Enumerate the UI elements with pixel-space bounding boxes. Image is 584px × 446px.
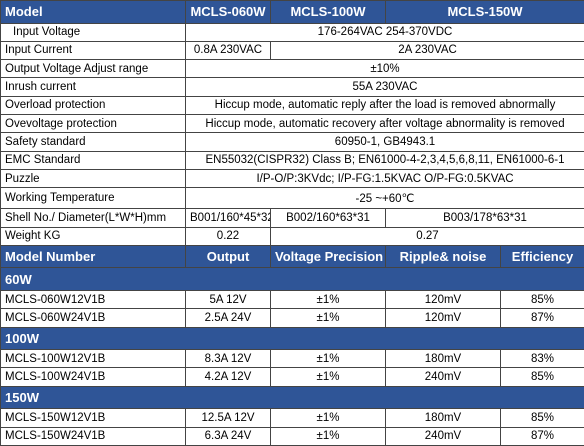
spec-value: B003/178*63*31 [385, 208, 584, 228]
product-cell: 4.2A 12V [185, 367, 271, 387]
product-cell: 8.3A 12V [185, 349, 271, 369]
spec-value: 0.8A 230VAC [185, 40, 271, 61]
spec-label: Ovevoltage protection [0, 114, 186, 134]
product-cell: 5A 12V [185, 289, 271, 310]
spec-label: Inrush current [0, 77, 186, 97]
product-cell: ±1% [270, 367, 386, 387]
product-row: MCLS-060W24V1B 2.5A 24V ±1% 120mV 87% [0, 308, 584, 328]
product-cell: 2.5A 24V [185, 308, 271, 328]
group-row: 60W [0, 267, 584, 291]
product-cell: 240mV [385, 367, 501, 387]
spec-value: Hiccup mode, automatic reply after the l… [185, 95, 584, 116]
header-cell: Model Number [0, 244, 186, 269]
product-cell: 180mV [385, 408, 501, 428]
product-cell: 6.3A 24V [185, 426, 271, 446]
group-name: 150W [0, 385, 584, 410]
spec-row: Inrush current 55A 230VAC [0, 77, 584, 97]
spec-value: 60950-1, GB4943.1 [185, 132, 584, 152]
spec-value: EN55032(CISPR32) Class B; EN61000-4-2,3,… [185, 150, 584, 170]
product-row: MCLS-060W12V1B 5A 12V ±1% 120mV 85% [0, 289, 584, 310]
product-cell: ±1% [270, 308, 386, 328]
header-cell: MCLS-060W [185, 0, 271, 24]
spec-value: 176-264VAC 254-370VDC [185, 22, 584, 42]
product-cell: 87% [500, 308, 584, 328]
product-cell: 83% [500, 349, 584, 369]
product-cell: MCLS-100W24V1B [0, 367, 186, 387]
product-cell: MCLS-100W12V1B [0, 349, 186, 369]
header-cell: Efficiency [500, 244, 584, 269]
spec-row: Weight KG 0.22 0.27 [0, 226, 584, 246]
spec-value: ±10% [185, 59, 584, 79]
header-cell: MCLS-100W [270, 0, 386, 24]
product-cell: MCLS-060W12V1B [0, 289, 186, 310]
spec-value: B002/160*63*31 [270, 208, 386, 228]
product-cell: ±1% [270, 289, 386, 310]
spec-value: Hiccup mode, automatic recovery after vo… [185, 114, 584, 134]
spec-value: 2A 230VAC [270, 40, 584, 61]
spec-label: Input Voltage [0, 22, 186, 42]
group-name: 100W [0, 326, 584, 351]
header-cell: Voltage Precision [270, 244, 386, 269]
product-row: MCLS-100W24V1B 4.2A 12V ±1% 240mV 85% [0, 367, 584, 387]
spec-row: Input Voltage 176-264VAC 254-370VDC [0, 22, 584, 42]
spec-label: EMC Standard [0, 150, 186, 170]
spec-row: Input Current 0.8A 230VAC 2A 230VAC [0, 40, 584, 61]
spec-row: EMC Standard EN55032(CISPR32) Class B; EN… [0, 150, 584, 170]
header-cell: Ripple& noise [385, 244, 501, 269]
spec-value: 55A 230VAC [185, 77, 584, 97]
product-header-row: Model Number Output Voltage Precision Rippl… [0, 244, 584, 269]
header-cell: Model [0, 0, 186, 24]
product-cell: MCLS-150W12V1B [0, 408, 186, 428]
product-cell: 240mV [385, 426, 501, 446]
spec-value: B001/160*45*32 [185, 208, 271, 228]
product-cell: 85% [500, 408, 584, 428]
spec-label: Weight KG [0, 226, 186, 246]
spec-value: 0.27 [270, 226, 584, 246]
group-row: 150W [0, 385, 584, 410]
header-cell: Output [185, 244, 271, 269]
spec-row: Ovevoltage protection Hiccup mode, automa… [0, 114, 584, 134]
product-cell: 12.5A 12V [185, 408, 271, 428]
spec-label: Safety standard [0, 132, 186, 152]
spec-label: Overload protection [0, 95, 186, 116]
product-cell: 180mV [385, 349, 501, 369]
product-row: MCLS-150W12V1B 12.5A 12V ±1% 180mV 85% [0, 408, 584, 428]
header-cell: MCLS-150W [385, 0, 584, 24]
spec-label: Puzzle [0, 168, 186, 189]
product-cell: ±1% [270, 408, 386, 428]
group-name: 60W [0, 267, 584, 291]
spec-label: Input Current [0, 40, 186, 61]
product-row: MCLS-150W24V1B 6.3A 24V ±1% 240mV 87% [0, 426, 584, 446]
spec-value: -25 ~+60℃ [185, 187, 584, 210]
product-cell: ±1% [270, 349, 386, 369]
spec-row: Shell No./ Diameter(L*W*H)mm B001/160*45*… [0, 208, 584, 228]
spec-row: Puzzle I/P-O/P:3KVdc; I/P-FG:1.5KVAC O/P-… [0, 168, 584, 189]
spec-row: Output Voltage Adjust range ±10% [0, 59, 584, 79]
spec-value: 0.22 [185, 226, 271, 246]
header-row: Model MCLS-060W MCLS-100W MCLS-150W [0, 0, 584, 24]
product-cell: 85% [500, 289, 584, 310]
product-row: MCLS-100W12V1B 8.3A 12V ±1% 180mV 83% [0, 349, 584, 369]
product-cell: 85% [500, 367, 584, 387]
spec-label: Shell No./ Diameter(L*W*H)mm [0, 208, 186, 228]
spec-value: I/P-O/P:3KVdc; I/P-FG:1.5KVAC O/P-FG:0.5… [185, 168, 584, 189]
spec-row: Overload protection Hiccup mode, automati… [0, 95, 584, 116]
product-cell: MCLS-060W24V1B [0, 308, 186, 328]
product-cell: 120mV [385, 308, 501, 328]
product-cell: MCLS-150W24V1B [0, 426, 186, 446]
product-cell: 87% [500, 426, 584, 446]
product-cell: ±1% [270, 426, 386, 446]
spec-row: Safety standard 60950-1, GB4943.1 [0, 132, 584, 152]
spec-label: Working Temperature [0, 187, 186, 210]
product-cell: 120mV [385, 289, 501, 310]
spec-label: Output Voltage Adjust range [0, 59, 186, 79]
group-row: 100W [0, 326, 584, 351]
spec-row: Working Temperature -25 ~+60℃ [0, 187, 584, 210]
